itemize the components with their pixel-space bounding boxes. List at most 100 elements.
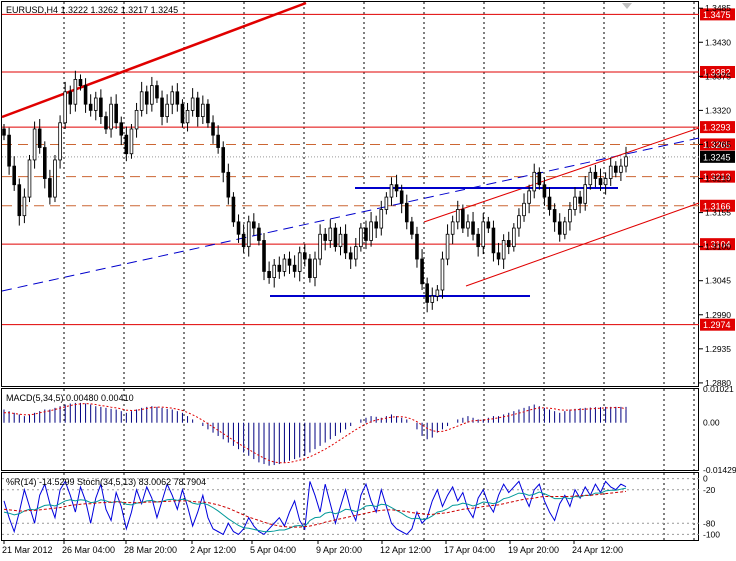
candle-body [517,215,521,229]
candle-body [343,233,348,254]
price-tick-label: 1.3155 [705,208,731,218]
candle-body [542,184,547,198]
candle-body [129,128,134,155]
candle-body [415,233,419,260]
candle-body [369,221,373,241]
candle-body [277,264,282,272]
macd-tick-label: 0.00 [703,418,720,428]
candle-body [389,184,394,198]
level-tag [700,65,735,78]
candle-body [379,209,384,229]
candle-body [114,103,118,124]
candle-body [608,165,613,179]
candle-body [557,221,562,235]
candle-body [88,103,93,111]
level-tag [700,318,735,331]
time-label: 24 Apr 12:00 [572,545,623,555]
candle-body [17,184,22,217]
price-tick-label: 1.3375 [705,71,731,81]
time-label: 17 Apr 04:00 [444,545,495,555]
candle-body [262,240,266,272]
candle-body [32,128,37,161]
candle-body [318,233,322,260]
candle-body [471,221,475,235]
candle-body [267,271,271,279]
candle-body [246,221,251,248]
candle-body [348,252,353,260]
level-tag-label: 1.2974 [703,320,731,330]
candle-body [42,147,47,179]
candle-body [231,196,236,223]
candle-body [455,209,460,223]
level-tag-label: 1.3475 [703,10,731,20]
candle-body [185,109,190,124]
level-tag [700,138,735,151]
level-tag-label: 1.3166 [703,201,731,211]
candle-body [394,184,399,192]
time-label: 26 Mar 04:00 [62,545,115,555]
candle-body [27,159,32,198]
level-tag-label: 1.3213 [703,172,731,182]
level-tag [700,8,735,21]
time-label: 19 Apr 20:00 [508,545,559,555]
candle-body [450,221,455,235]
candle-body [598,178,603,186]
candle-body [619,165,623,173]
time-label: 28 Mar 20:00 [124,545,177,555]
level-tag-label: 1.3293 [703,123,731,133]
candle-body [568,209,572,223]
current-price-label: 1.3245 [703,152,731,162]
wpr-tick-label: 0 [703,474,708,484]
candle-body [399,190,404,204]
candle-body [53,159,57,198]
macd-tick-label: 0.01021 [703,384,734,394]
macd-signal-line [4,403,627,464]
scroll-indicator-icon[interactable] [622,3,632,9]
macd-indicator: 0.01021 0.00 -0.01429 [3,384,736,475]
candle-body [195,97,200,117]
candle-body [124,134,129,155]
candle-body [257,227,261,241]
candle-body [180,103,185,124]
time-label: 2 Apr 12:00 [190,545,236,555]
candle-body [241,233,246,248]
candle-body [104,116,108,130]
candle-body [328,227,333,241]
price-tick-label: 1.3210 [705,174,731,184]
candle-body [139,91,144,111]
candle-body [7,134,11,167]
candle-body [410,221,414,235]
candle-body [236,221,241,235]
price-tick-label: 1.3265 [705,139,731,149]
level-tag [700,238,735,251]
candle-body [2,128,6,136]
candle-body [425,283,429,303]
major-resistance-trendline [1,1,307,119]
candle-body [573,196,577,210]
candle-body [206,103,210,124]
wpr-series-line-1 [3,487,627,533]
candle-body [353,246,358,260]
wpr-tick-label: -20 [703,485,716,495]
time-label: 12 Apr 12:00 [380,545,431,555]
candle-body [308,258,312,279]
candle-body [501,240,506,260]
wpr-indicator: 0-20 -80-100 [2,474,720,539]
candle-body [593,171,598,179]
candle-body [496,252,501,260]
candle-body [144,91,149,105]
candle-body [12,165,16,186]
candle-body [614,165,618,173]
candle-body [134,109,139,130]
level-tag [700,199,735,212]
candles [2,70,628,313]
candle-body [119,122,124,136]
candle-body [22,196,27,217]
candle-body [481,221,486,248]
trend-lines [1,1,700,297]
price-tick-label: 1.3100 [705,242,731,252]
price-panel-frame [1,1,699,387]
candle-body [338,233,343,248]
candle-body [440,258,445,291]
